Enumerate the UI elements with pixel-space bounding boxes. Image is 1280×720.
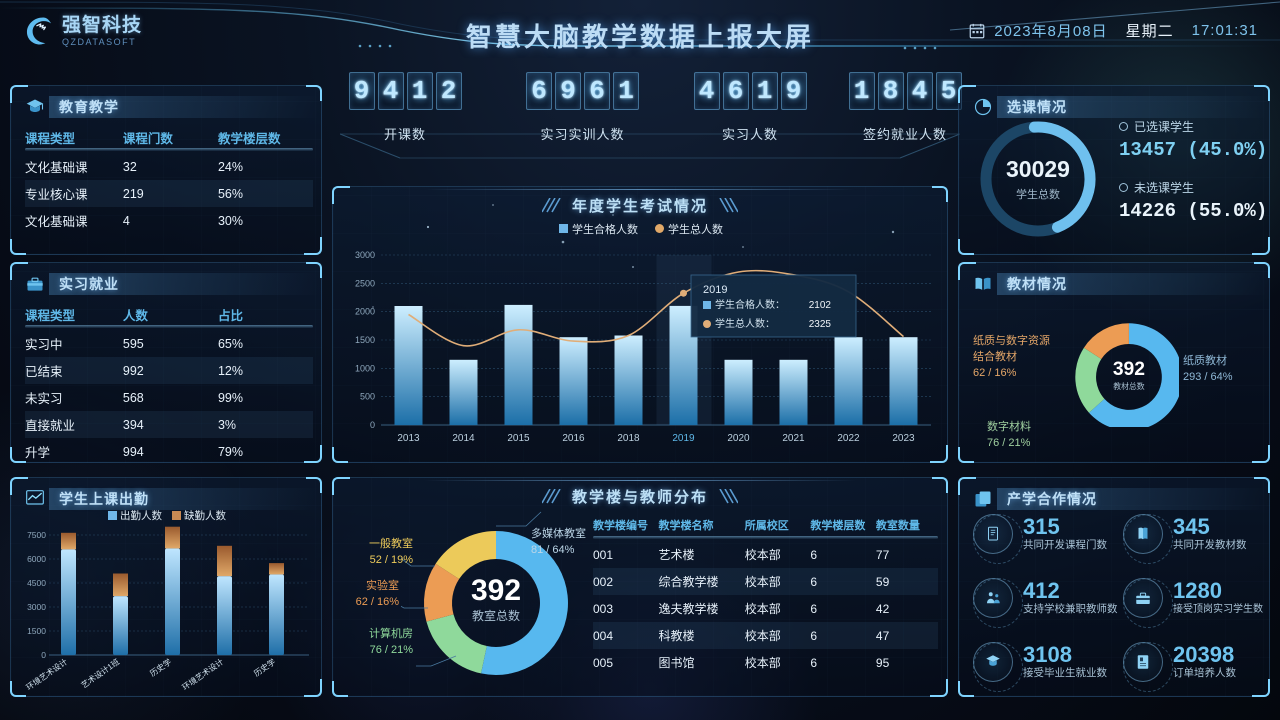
svg-text:2021: 2021 xyxy=(782,433,805,444)
svg-text:0: 0 xyxy=(41,650,46,660)
svg-text:392: 392 xyxy=(1113,359,1145,380)
svg-text:1500: 1500 xyxy=(27,626,46,636)
svg-text:2019: 2019 xyxy=(672,433,695,444)
svg-text:学生总人数：: 学生总人数： xyxy=(715,317,775,330)
svg-text:2500: 2500 xyxy=(355,278,375,288)
svg-text:2020: 2020 xyxy=(727,433,750,444)
svg-text:2000: 2000 xyxy=(355,307,375,317)
svg-text:环境艺术设计: 环境艺术设计 xyxy=(180,656,225,690)
svg-text:4500: 4500 xyxy=(27,578,46,588)
svg-text:1000: 1000 xyxy=(355,363,375,373)
svg-text:学生总数: 学生总数 xyxy=(1016,187,1060,201)
svg-text:2018: 2018 xyxy=(617,433,640,444)
svg-text:教室总数: 教室总数 xyxy=(472,608,520,623)
svg-text:3000: 3000 xyxy=(27,602,46,612)
svg-text:学生合格人数：: 学生合格人数： xyxy=(715,298,785,311)
svg-text:7500: 7500 xyxy=(27,530,46,540)
svg-text:0: 0 xyxy=(370,420,375,430)
svg-text:环境艺术设计: 环境艺术设计 xyxy=(24,656,69,690)
svg-text:30029: 30029 xyxy=(1006,156,1070,182)
svg-text:2022: 2022 xyxy=(837,433,860,444)
svg-text:1500: 1500 xyxy=(355,335,375,345)
svg-text:3000: 3000 xyxy=(355,250,375,260)
svg-text:392: 392 xyxy=(471,574,521,607)
svg-text:艺术设计1班: 艺术设计1班 xyxy=(79,656,121,690)
svg-text:2013: 2013 xyxy=(397,433,420,444)
svg-text:500: 500 xyxy=(360,392,375,402)
svg-text:2016: 2016 xyxy=(562,433,585,444)
svg-text:历史学: 历史学 xyxy=(148,656,173,678)
svg-text:2102: 2102 xyxy=(809,300,832,311)
svg-text:2023: 2023 xyxy=(892,433,915,444)
svg-text:2014: 2014 xyxy=(452,433,475,444)
svg-text:教材总数: 教材总数 xyxy=(1113,381,1145,391)
svg-text:2019: 2019 xyxy=(703,284,727,296)
svg-text:6000: 6000 xyxy=(27,554,46,564)
svg-text:2325: 2325 xyxy=(809,319,832,330)
svg-text:2015: 2015 xyxy=(507,433,530,444)
svg-text:历史学: 历史学 xyxy=(252,656,277,678)
